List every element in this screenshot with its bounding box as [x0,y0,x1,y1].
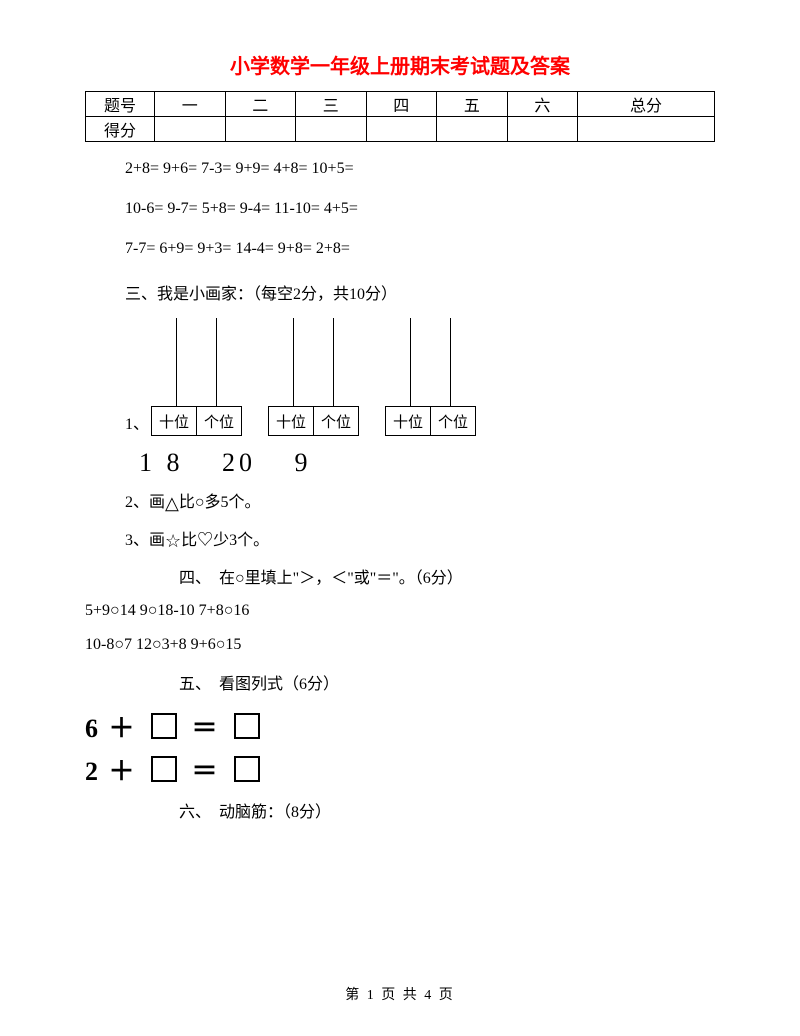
page-footer: 第 1 页 共 4 页 [0,984,800,1004]
score-header-row: 题号 一 二 三 四 五 六 总分 [86,92,715,117]
ones-label: 个位 [196,407,241,435]
blank-box [151,756,177,782]
stick [176,318,178,406]
abacus-sticks [293,318,335,406]
ones-label: 个位 [313,407,358,435]
cell-empty [366,117,437,142]
q1-label: 1、 [125,410,149,436]
page-title: 小学数学一年级上册期末考试题及答案 [85,50,715,79]
q3-post: 比♡少3个。 [181,532,269,549]
stick [293,318,295,406]
cell-5: 五 [437,92,508,117]
digit-label-row: 十位 个位 [151,406,242,436]
abacus-sticks [176,318,218,406]
num: 1 8 [139,448,184,477]
tens-label: 十位 [152,407,196,435]
cell-1: 一 [155,92,226,117]
score-table: 题号 一 二 三 四 五 六 总分 得分 [85,91,715,142]
star-icon: ☆ [165,531,181,552]
q2-pre: 2、画 [125,494,165,511]
section-5-heading: 五、 看图列式（6分） [125,670,715,694]
equals-sign: ＝ [192,714,220,743]
stick [450,318,452,406]
num-2: 2 [85,757,100,786]
abacus-row: 1、 十位 个位 [125,318,715,436]
num: 20 [222,448,256,477]
abacus-col: 十位 个位 [268,318,359,436]
cell-empty [578,117,715,142]
q2: 2、画△比○多5个。 [125,488,715,514]
tens-label: 十位 [269,407,313,435]
blank-box [234,756,260,782]
blank-box [234,713,260,739]
stick [410,318,412,406]
q2-post: 比○多5个。 [179,494,261,511]
cell-th: 题号 [86,92,155,117]
abacus-group: 十位 个位 十位 个位 [151,318,502,436]
tens-label: 十位 [386,407,430,435]
cell-empty [155,117,226,142]
page: 小学数学一年级上册期末考试题及答案 题号 一 二 三 四 五 六 总分 得分 2… [0,0,800,1036]
cell-empty [437,117,508,142]
section-4-heading: 四、 在○里填上"＞，＜"或"＝"。（6分） [125,564,715,588]
equals-sign: ＝ [192,757,220,786]
cell-3: 三 [296,92,367,117]
abacus-sticks [410,318,452,406]
equation-2: 2 ＋ ＝ [85,751,715,788]
ones-label: 个位 [430,407,475,435]
cell-2: 二 [225,92,296,117]
q3: 3、画☆比♡少3个。 [125,526,715,552]
digit-label-row: 十位 个位 [268,406,359,436]
digit-label-row: 十位 个位 [385,406,476,436]
num-6: 6 [85,714,100,743]
section-3-heading: 三、我是小画家：（每空2分，共10分） [125,280,715,304]
plus-sign: ＋ [109,757,137,786]
q3-pre: 3、画 [125,532,165,549]
num: 9 [295,448,312,477]
cmp-row: 5+9○14 9○18-10 7+8○16 [85,602,715,620]
content: 2+8= 9+6= 7-3= 9+9= 4+8= 10+5= 10-6= 9-7… [85,160,715,822]
cell-empty [507,117,578,142]
arith-row: 2+8= 9+6= 7-3= 9+9= 4+8= 10+5= [125,160,715,178]
cell-6: 六 [507,92,578,117]
stick [216,318,218,406]
score-value-row: 得分 [86,117,715,142]
number-row: 1 8 20 9 [139,448,715,478]
blank-box [151,713,177,739]
cell-4: 四 [366,92,437,117]
triangle-icon: △ [165,493,179,514]
arith-row: 10-6= 9-7= 5+8= 9-4= 11-10= 4+5= [125,200,715,218]
cell-score-label: 得分 [86,117,155,142]
section-6-heading: 六、 动脑筋：（8分） [125,798,715,822]
cell-empty [225,117,296,142]
abacus-col: 十位 个位 [151,318,242,436]
cell-total: 总分 [578,92,715,117]
cell-empty [296,117,367,142]
cmp-row: 10-8○7 12○3+8 9+6○15 [85,636,715,654]
stick [333,318,335,406]
equation-6: 6 ＋ ＝ [85,708,715,745]
arith-row: 7-7= 6+9= 9+3= 14-4= 9+8= 2+8= [125,240,715,258]
abacus-col: 十位 个位 [385,318,476,436]
plus-sign: ＋ [109,714,137,743]
